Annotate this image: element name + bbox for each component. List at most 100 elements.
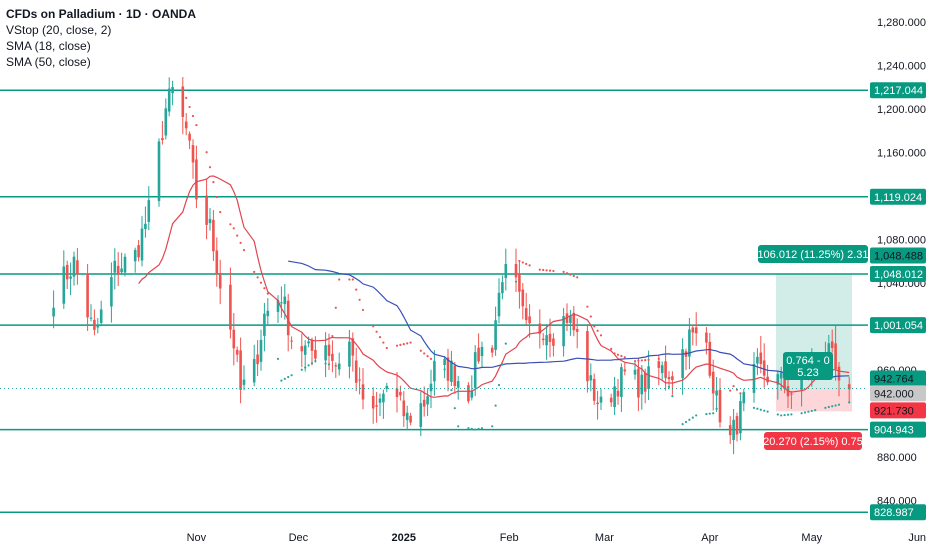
- candle: [830, 341, 834, 349]
- candle: [113, 260, 117, 273]
- candles[interactable]: [52, 77, 851, 455]
- vstop-dot: [382, 341, 385, 344]
- vstop-dot: [739, 392, 742, 395]
- vstop-dot: [824, 406, 827, 409]
- vstop-dot: [783, 413, 786, 417]
- vstop-dot: [691, 416, 694, 419]
- vstop-dot: [572, 274, 575, 278]
- vstop-dot: [599, 334, 603, 337]
- risk-reward-ratio: 5.23: [797, 367, 818, 379]
- vstop-dot: [834, 404, 837, 407]
- candle: [334, 365, 338, 367]
- candle: [110, 277, 113, 307]
- candle: [501, 282, 504, 294]
- stop-label-text: 20.270 (2.15%) 0.75: [763, 436, 863, 448]
- candle: [191, 145, 195, 163]
- candle: [266, 310, 270, 317]
- candle: [405, 412, 409, 421]
- candle: [528, 316, 531, 324]
- indicator-sma50[interactable]: SMA (50, close): [6, 55, 91, 69]
- candle: [790, 393, 793, 395]
- vstop-dot: [300, 368, 303, 371]
- candle: [232, 329, 236, 349]
- time-tick-label: Mar: [595, 532, 614, 544]
- symbol-title[interactable]: CFDs on Palladium · 1D · OANDA: [6, 7, 197, 21]
- candle: [711, 371, 715, 394]
- candle: [728, 425, 732, 436]
- time-axis[interactable]: Nov Dec 2025 Feb Mar Apr May Jun: [187, 532, 926, 544]
- candle: [453, 365, 457, 387]
- candle: [378, 398, 382, 403]
- candle: [283, 296, 287, 305]
- candle: [62, 266, 66, 304]
- vstop-dot: [684, 420, 688, 424]
- vstop-dot: [790, 413, 793, 416]
- stop-label[interactable]: 20.270 (2.15%) 0.75: [763, 432, 863, 450]
- candle: [518, 273, 521, 292]
- candle: [657, 361, 661, 368]
- candle: [545, 335, 548, 346]
- vstop-dot: [514, 280, 518, 283]
- candle: [256, 354, 259, 365]
- candle: [395, 388, 399, 398]
- vstop-dot: [205, 151, 208, 154]
- candle: [705, 332, 708, 343]
- candle: [69, 276, 72, 279]
- candle: [303, 345, 307, 355]
- price-tick-label: 1,280.000: [877, 17, 926, 29]
- candle: [161, 138, 164, 141]
- candle: [280, 302, 283, 304]
- vstop-dot: [831, 405, 834, 408]
- sma18-line[interactable]: [138, 175, 850, 398]
- time-tick-label: 2025: [392, 532, 416, 544]
- vstop-dot: [827, 405, 830, 409]
- candle: [609, 397, 613, 403]
- sma50-line[interactable]: [288, 260, 850, 380]
- candle: [167, 88, 171, 112]
- level-price-label: 828.987: [874, 507, 914, 519]
- candle: [470, 390, 474, 398]
- candle: [467, 385, 470, 402]
- candle: [552, 338, 555, 346]
- candle: [541, 338, 545, 341]
- candle: [327, 344, 331, 356]
- vstop-dot: [637, 359, 640, 362]
- candle: [562, 316, 565, 347]
- vstop-dot: [188, 105, 191, 109]
- vstop-dot: [375, 330, 378, 333]
- price-tick-label: 1,080.000: [877, 234, 926, 246]
- vstop-dot: [569, 273, 572, 276]
- candle: [589, 375, 593, 381]
- time-tick-label: May: [801, 532, 822, 544]
- price-tick-label: 1,200.000: [877, 104, 926, 116]
- candle: [348, 341, 351, 367]
- vstop-dot: [545, 269, 548, 272]
- vstop-dot: [766, 410, 769, 413]
- indicator-vstop[interactable]: VStop (20, close, 2): [6, 23, 112, 37]
- indicator-sma18[interactable]: SMA (18, close): [6, 39, 91, 53]
- vstop-dot: [667, 385, 671, 388]
- candle: [647, 366, 650, 390]
- vstop-dot: [610, 347, 613, 351]
- vstop-dot: [395, 344, 399, 347]
- vstop-dot: [236, 234, 239, 237]
- vstop-dot: [552, 269, 555, 273]
- candle: [205, 195, 208, 225]
- vstop-dot: [695, 414, 698, 417]
- vstop-dot: [497, 383, 501, 387]
- vstop-dot: [521, 261, 524, 264]
- vstop-dot: [494, 404, 497, 407]
- candle: [188, 133, 191, 141]
- candle: [837, 366, 841, 381]
- target-label[interactable]: 106.012 (11.25%) 2.31: [757, 245, 869, 263]
- candle: [565, 313, 569, 323]
- candle: [783, 375, 786, 389]
- vstop-dot: [848, 401, 851, 404]
- candle: [637, 368, 640, 398]
- candle: [252, 359, 256, 383]
- risk-reward-label[interactable]: 0.764 - 05.23: [783, 352, 833, 380]
- axis-price-tag-label: 1,048.488: [874, 251, 923, 263]
- candle: [385, 385, 389, 389]
